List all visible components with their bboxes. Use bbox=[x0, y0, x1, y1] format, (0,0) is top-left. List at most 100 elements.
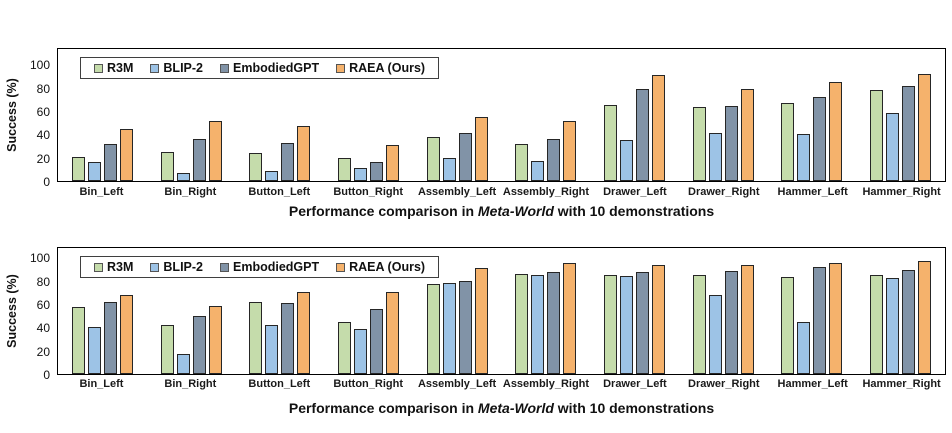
y-tick-label: 0 bbox=[43, 175, 50, 189]
x-tick-label: Hammer_Right bbox=[862, 186, 941, 198]
bar-group bbox=[147, 49, 236, 181]
y-tick-label: 20 bbox=[36, 344, 50, 359]
bar-blip-2 bbox=[176, 172, 190, 181]
bar-raea-ours- bbox=[119, 128, 133, 181]
legend-item: R3M bbox=[94, 61, 133, 75]
bar-group bbox=[324, 248, 413, 374]
x-tick-label: Bin_Left bbox=[79, 186, 124, 198]
y-tick-label: 40 bbox=[36, 321, 50, 336]
bar-blip-2 bbox=[87, 162, 101, 181]
bar-raea-ours- bbox=[918, 73, 932, 181]
bar-group bbox=[502, 49, 591, 181]
x-tick-label: Button_Left bbox=[248, 378, 311, 390]
legend-swatch-icon bbox=[150, 63, 160, 73]
bar-group bbox=[324, 49, 413, 181]
y-tick-label: 80 bbox=[36, 274, 50, 289]
bar-embodiedgpt bbox=[902, 86, 916, 181]
x-tick-label: Button_Left bbox=[248, 186, 311, 198]
bar-raea-ours- bbox=[474, 116, 488, 181]
legend-item: RAEA (Ours) bbox=[336, 61, 425, 75]
y-axis-title: Success (%) bbox=[5, 78, 19, 152]
bar-raea-ours- bbox=[297, 292, 311, 374]
bar-embodiedgpt bbox=[724, 271, 738, 374]
bar-blip-2 bbox=[353, 328, 367, 374]
bar-raea-ours- bbox=[563, 263, 577, 374]
x-tick-label: Hammer_Right bbox=[862, 378, 941, 390]
plot-area: R3M BLIP-2 EmbodiedGPT RAEA (Ours) bbox=[57, 247, 946, 375]
legend-label: RAEA (Ours) bbox=[349, 61, 426, 75]
bar-groups bbox=[58, 49, 945, 181]
bar-group bbox=[590, 248, 679, 374]
bar-embodiedgpt bbox=[458, 133, 472, 181]
bar-blip-2 bbox=[442, 157, 456, 181]
caption-prefix: Performance comparison in bbox=[288, 203, 478, 219]
bar-r3m bbox=[781, 102, 795, 181]
bar-embodiedgpt bbox=[902, 270, 916, 374]
bar-group bbox=[679, 248, 768, 374]
bar-r3m bbox=[249, 301, 263, 374]
bar-embodiedgpt bbox=[192, 139, 206, 181]
bar-r3m bbox=[160, 151, 174, 181]
bar-group bbox=[58, 49, 147, 181]
legend-swatch-icon bbox=[220, 63, 229, 73]
legend-label: EmbodiedGPT bbox=[233, 260, 320, 274]
x-tick-label: Drawer_Right bbox=[688, 186, 760, 198]
bar-group bbox=[502, 248, 591, 374]
bar-r3m bbox=[337, 321, 351, 374]
bar-raea-ours- bbox=[829, 81, 843, 181]
bar-group bbox=[235, 49, 324, 181]
bar-r3m bbox=[515, 143, 529, 181]
bar-embodiedgpt bbox=[103, 301, 117, 374]
bar-group bbox=[235, 248, 324, 374]
bar-blip-2 bbox=[176, 354, 190, 374]
bar-raea-ours- bbox=[652, 265, 666, 374]
bar-raea-ours- bbox=[385, 292, 399, 374]
bar-group bbox=[590, 49, 679, 181]
legend-label: R3M bbox=[107, 260, 134, 274]
bar-raea-ours- bbox=[918, 260, 932, 374]
legend-item: EmbodiedGPT bbox=[220, 61, 319, 75]
legend-label: BLIP-2 bbox=[163, 61, 203, 75]
bar-embodiedgpt bbox=[813, 96, 827, 181]
bar-blip-2 bbox=[797, 134, 811, 181]
bar-blip-2 bbox=[353, 168, 367, 181]
bar-embodiedgpt bbox=[547, 139, 561, 181]
bar-raea-ours- bbox=[385, 144, 399, 181]
bar-r3m bbox=[426, 284, 440, 374]
bar-r3m bbox=[870, 89, 884, 181]
legend-item: EmbodiedGPT bbox=[220, 260, 319, 274]
bar-r3m bbox=[71, 156, 85, 181]
x-tick-label: Bin_Right bbox=[164, 378, 217, 390]
bar-r3m bbox=[870, 274, 884, 374]
y-tick-label: 100 bbox=[29, 251, 50, 266]
bar-r3m bbox=[692, 274, 706, 374]
bar-r3m bbox=[692, 107, 706, 181]
bar-blip-2 bbox=[442, 282, 456, 374]
x-axis-labels: Bin_Left Bin_Right Button_Left Button_Right… bbox=[57, 186, 946, 198]
bar-embodiedgpt bbox=[281, 302, 295, 374]
legend-label: BLIP-2 bbox=[163, 260, 203, 274]
bar-r3m bbox=[249, 153, 263, 181]
bar-raea-ours- bbox=[297, 126, 311, 181]
bar-blip-2 bbox=[886, 278, 900, 374]
bar-blip-2 bbox=[886, 113, 900, 181]
bar-raea-ours- bbox=[740, 88, 754, 181]
bar-r3m bbox=[515, 273, 529, 374]
bar-blip-2 bbox=[265, 170, 279, 181]
y-tick-label: 60 bbox=[36, 297, 50, 312]
bar-raea-ours- bbox=[119, 294, 133, 374]
bar-embodiedgpt bbox=[813, 266, 827, 374]
caption-suffix: with 10 demonstrations bbox=[553, 400, 715, 416]
bar-embodiedgpt bbox=[369, 308, 383, 374]
legend-label: RAEA (Ours) bbox=[349, 260, 426, 274]
bar-group bbox=[413, 248, 502, 374]
bar-group bbox=[768, 248, 857, 374]
y-tick-label: 80 bbox=[36, 81, 50, 96]
legend-item: RAEA (Ours) bbox=[336, 260, 425, 274]
caption-italic: Meta-World bbox=[477, 400, 554, 416]
y-tick-label: 100 bbox=[29, 58, 50, 73]
caption-italic: Meta-World bbox=[477, 203, 554, 219]
legend-swatch-icon bbox=[220, 262, 229, 272]
bar-raea-ours- bbox=[208, 306, 222, 374]
